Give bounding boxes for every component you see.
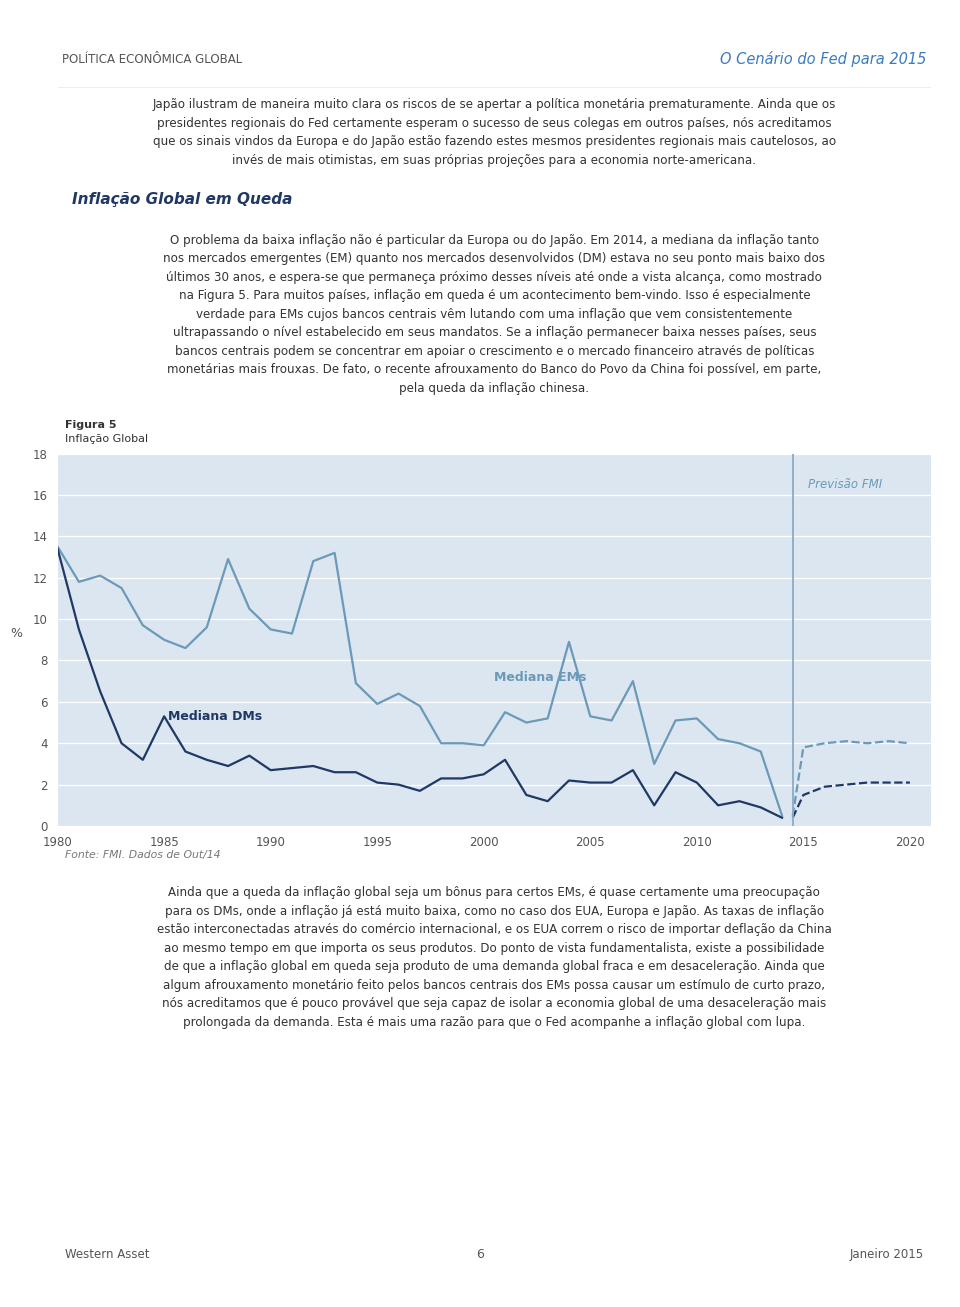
Text: Japão ilustram de maneira muito clara os riscos de se apertar a política monetár: Japão ilustram de maneira muito clara os…	[153, 98, 836, 166]
Text: Figura 5: Figura 5	[64, 420, 116, 430]
Text: Fonte: FMI. Dados de Out/14: Fonte: FMI. Dados de Out/14	[65, 850, 221, 860]
Text: Previsão FMI: Previsão FMI	[807, 478, 882, 491]
Text: Janeiro 2015: Janeiro 2015	[850, 1248, 924, 1261]
Text: Mediana DMs: Mediana DMs	[168, 710, 262, 723]
Text: 6: 6	[476, 1248, 484, 1261]
Text: Inflação Global: Inflação Global	[64, 434, 148, 444]
Text: O problema da baixa inflação não é particular da Europa ou do Japão. Em 2014, a : O problema da baixa inflação não é parti…	[163, 234, 826, 395]
Y-axis label: %: %	[11, 627, 22, 640]
Text: Mediana EMs: Mediana EMs	[494, 670, 587, 684]
Text: Inflação Global em Queda: Inflação Global em Queda	[72, 192, 293, 207]
Text: POLÍTICA ECONÔMICA GLOBAL: POLÍTICA ECONÔMICA GLOBAL	[62, 52, 242, 65]
Text: O Cenário do Fed para 2015: O Cenário do Fed para 2015	[720, 51, 926, 67]
Text: Ainda que a queda da inflação global seja um bônus para certos EMs, é quase cert: Ainda que a queda da inflação global sej…	[157, 886, 831, 1029]
Text: Western Asset: Western Asset	[65, 1248, 150, 1261]
